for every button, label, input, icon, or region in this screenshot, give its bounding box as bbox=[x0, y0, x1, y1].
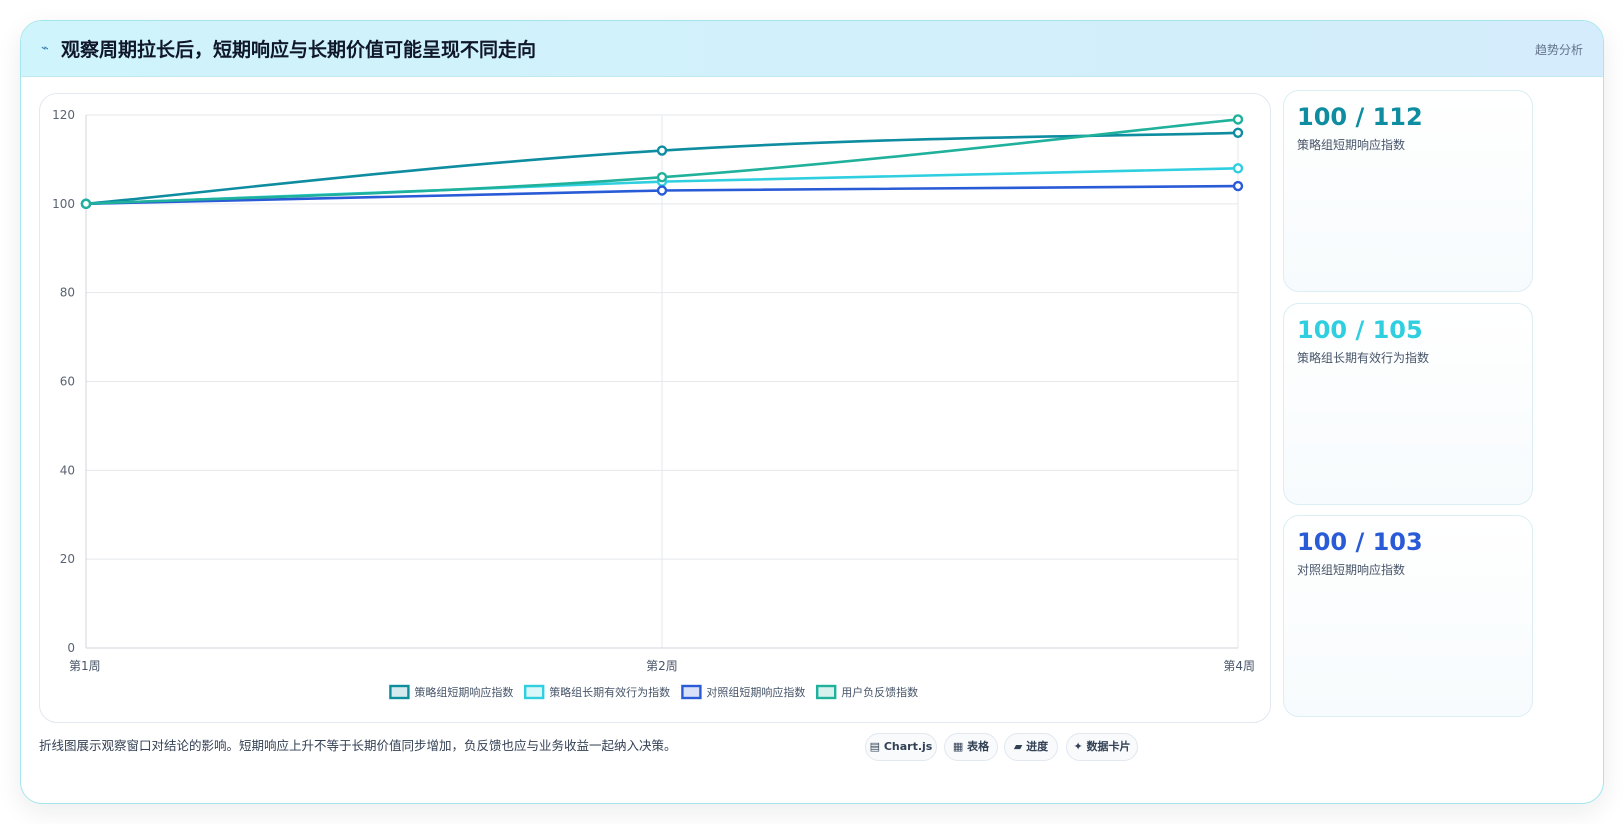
data-point[interactable] bbox=[656, 145, 668, 156]
stat-label: 策略组短期响应指数 bbox=[1297, 138, 1406, 152]
trend-card: ⌁ 观察周期拉长后，短期响应与长期价值可能呈现不同走向 趋势分析 0 20 40 60… bbox=[20, 20, 1604, 804]
y-tick-label: 60 bbox=[60, 375, 75, 389]
stat-card-strategy-long: 100 / 105 策略组长期有效行为指数 bbox=[1283, 303, 1533, 505]
stat-label: 对照组短期响应指数 bbox=[1297, 563, 1406, 577]
data-point[interactable] bbox=[1232, 180, 1244, 192]
chip-table[interactable]: ▦ 表格 bbox=[944, 733, 998, 761]
legend-label[interactable]: 策略组短期响应指数 bbox=[414, 685, 513, 699]
x-tick-label: 第4周 bbox=[1223, 659, 1255, 673]
category-tag: 趋势分析 bbox=[1534, 43, 1583, 57]
chip-data-cards[interactable]: ✦ 数据卡片 bbox=[1066, 733, 1138, 761]
legend-label[interactable]: 策略组长期有效行为指数 bbox=[549, 685, 670, 699]
card-title: 观察周期拉长后，短期响应与长期价值可能呈现不同走向 bbox=[61, 39, 537, 61]
legend-swatch[interactable] bbox=[524, 684, 545, 700]
stat-card-control-short: 100 / 103 对照组短期响应指数 bbox=[1283, 515, 1533, 717]
stat-label: 策略组长期有效行为指数 bbox=[1297, 351, 1430, 365]
legend-label[interactable]: 用户负反馈指数 bbox=[841, 685, 918, 699]
y-tick-label: 120 bbox=[52, 108, 75, 122]
stat-card-strategy-short: 100 / 112 策略组短期响应指数 bbox=[1283, 90, 1533, 292]
data-point[interactable] bbox=[1232, 127, 1244, 138]
chip-chartjs[interactable]: ▤ Chart.js bbox=[865, 733, 937, 761]
data-point[interactable] bbox=[1232, 114, 1244, 125]
data-point[interactable] bbox=[656, 171, 668, 183]
chip-progress[interactable]: ▰ 进度 bbox=[1004, 733, 1058, 761]
x-tick-label: 第2周 bbox=[646, 659, 678, 673]
stat-value: 100 / 105 bbox=[1297, 316, 1423, 344]
x-tick-label: 第1周 bbox=[69, 659, 101, 673]
stat-value: 100 / 103 bbox=[1297, 528, 1423, 556]
data-point[interactable] bbox=[80, 198, 92, 210]
y-tick-label: 40 bbox=[60, 463, 75, 477]
data-point[interactable] bbox=[1232, 163, 1244, 174]
stat-value: 100 / 112 bbox=[1297, 103, 1423, 131]
card-header: ⌁ 观察周期拉长后，短期响应与长期价值可能呈现不同走向 趋势分析 bbox=[21, 21, 1603, 77]
legend-swatch[interactable] bbox=[389, 684, 410, 700]
legend-swatch[interactable] bbox=[816, 684, 837, 700]
data-point[interactable] bbox=[656, 185, 668, 196]
y-tick-label: 0 bbox=[67, 641, 75, 655]
chart-panel: 0 20 40 60 80 100 120 第1周 第2周 第4周策略组短期响应指数 策略组长期有效… bbox=[39, 93, 1271, 723]
y-tick-label: 20 bbox=[60, 552, 75, 566]
trend-icon: ⌁ bbox=[41, 41, 49, 56]
legend-swatch[interactable] bbox=[681, 684, 702, 700]
legend-label[interactable]: 对照组短期响应指数 bbox=[706, 685, 805, 699]
chart-caption: 折线图展示观察窗口对结论的影响。短期响应上升不等于长期价值同步增加，负反馈也应与… bbox=[39, 738, 677, 753]
y-tick-label: 80 bbox=[60, 286, 75, 300]
y-tick-label: 100 bbox=[52, 197, 75, 211]
